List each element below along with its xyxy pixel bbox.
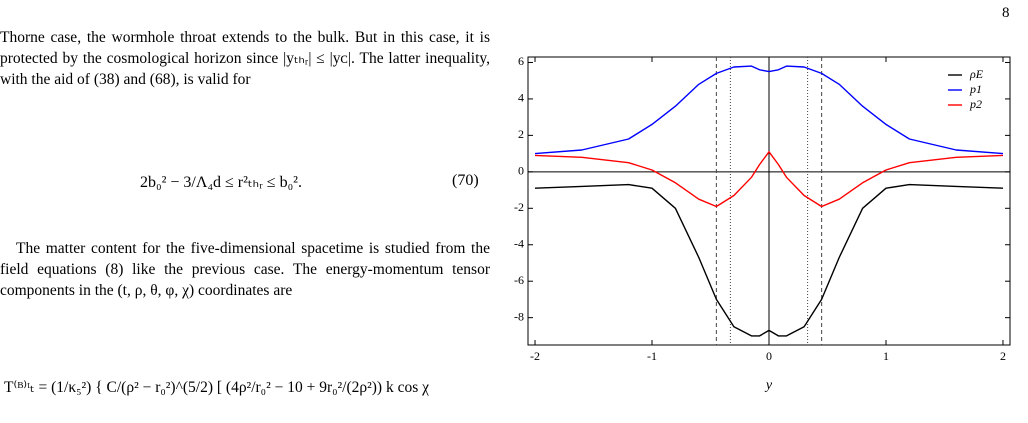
x-tick-label: -1	[647, 349, 657, 363]
x-tick-label: 2	[1000, 349, 1006, 363]
y-tick-label: 6	[518, 54, 524, 68]
equation: 2b₀² − 3/Λ₄d ≤ r²ₜₕᵣ ≤ b₀².	[140, 174, 302, 191]
y-tick-label: -4	[514, 236, 524, 250]
legend-label: p2	[969, 97, 982, 111]
paragraph: The matter content for the five-dimensio…	[0, 240, 490, 299]
series-line	[534, 151, 1004, 208]
page-number: 8	[1002, 5, 1010, 21]
series-line	[534, 183, 1004, 337]
y-tick-label: -2	[514, 200, 524, 214]
x-axis-label: y	[764, 378, 773, 393]
y-tick-label: 4	[518, 91, 524, 105]
series-line	[534, 65, 1004, 155]
paragraph: Thorne case, the wormhole throat extends…	[0, 29, 490, 88]
y-tick-label: -6	[514, 273, 524, 287]
x-tick-label: 1	[883, 349, 889, 363]
y-tick-label: 2	[518, 127, 524, 141]
equation-number: (70)	[452, 172, 479, 189]
y-tick-label: -8	[514, 309, 524, 323]
y-tick-label: 0	[518, 164, 524, 178]
x-tick-label: 0	[766, 349, 772, 363]
equation: T⁽ᴮ⁾ᵗₜ = (1/κ₅²) { C/(ρ² − r₀²)^(5/2) [ …	[4, 379, 430, 396]
legend-label: ρE	[969, 67, 984, 81]
x-tick-label: -2	[530, 349, 540, 363]
legend-label: p1	[969, 82, 982, 96]
